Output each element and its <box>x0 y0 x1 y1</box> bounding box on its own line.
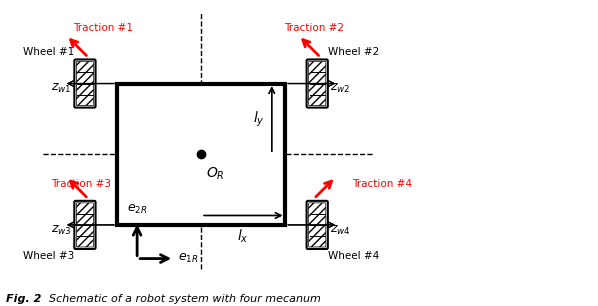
FancyBboxPatch shape <box>77 203 93 247</box>
Bar <box>117 84 285 225</box>
Text: $z_{w2}$: $z_{w2}$ <box>331 82 351 95</box>
Text: Traction #1: Traction #1 <box>74 23 133 32</box>
Text: Schematic of a robot system with four mecanum: Schematic of a robot system with four me… <box>42 294 321 304</box>
FancyBboxPatch shape <box>74 201 96 249</box>
Text: $z_{w3}$: $z_{w3}$ <box>51 223 72 237</box>
Text: Traction #2: Traction #2 <box>284 23 344 32</box>
Text: $z_{w4}$: $z_{w4}$ <box>331 223 351 237</box>
Text: Wheel #3: Wheel #3 <box>23 251 74 261</box>
Text: Wheel #4: Wheel #4 <box>328 251 379 261</box>
FancyBboxPatch shape <box>309 203 326 247</box>
Text: Traction #4: Traction #4 <box>353 179 413 189</box>
Text: Wheel #2: Wheel #2 <box>328 47 379 58</box>
Text: $z_{w1}$: $z_{w1}$ <box>51 82 72 95</box>
Text: Wheel #1: Wheel #1 <box>23 47 74 58</box>
Text: Traction #3: Traction #3 <box>51 179 111 189</box>
Text: $O_R$: $O_R$ <box>206 166 225 182</box>
FancyBboxPatch shape <box>309 62 326 106</box>
Text: Fig. 2: Fig. 2 <box>6 294 41 304</box>
FancyBboxPatch shape <box>74 59 96 108</box>
FancyBboxPatch shape <box>307 201 328 249</box>
Text: $l_y$: $l_y$ <box>254 109 265 129</box>
Text: $e_{1R}$: $e_{1R}$ <box>178 252 198 265</box>
FancyBboxPatch shape <box>307 59 328 108</box>
Text: $l_x$: $l_x$ <box>237 227 249 245</box>
FancyBboxPatch shape <box>77 62 93 106</box>
Text: $e_{2R}$: $e_{2R}$ <box>127 203 147 217</box>
